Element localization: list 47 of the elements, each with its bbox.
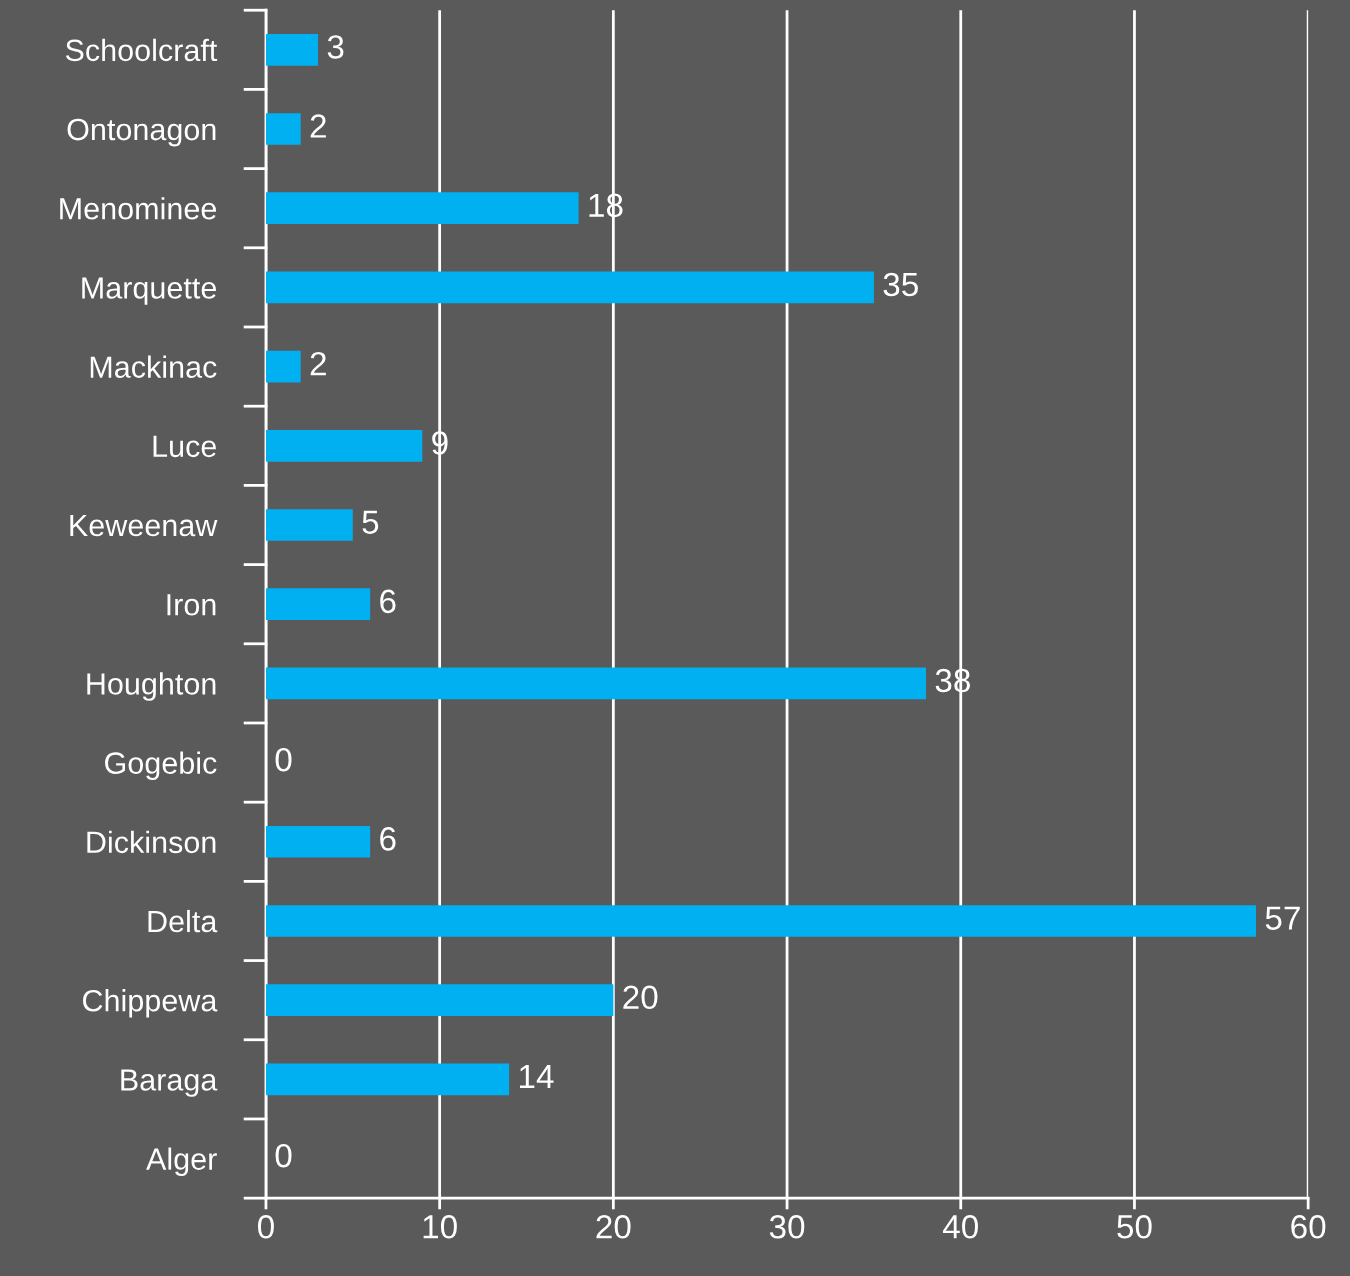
y-tick-label: Keweenaw bbox=[70, 515, 218, 537]
bar bbox=[265, 667, 927, 700]
bar bbox=[265, 271, 874, 304]
data-label: 2 bbox=[310, 114, 326, 138]
data-label: 35 bbox=[883, 272, 918, 297]
x-tick-label: 0 bbox=[257, 1215, 274, 1239]
data-label: 3 bbox=[327, 35, 344, 59]
bar bbox=[265, 33, 319, 66]
data-label: 57 bbox=[1265, 906, 1300, 930]
bar bbox=[265, 905, 1257, 937]
y-tick-label: Baraga bbox=[121, 1069, 218, 1097]
data-label: 6 bbox=[380, 589, 396, 614]
bar bbox=[265, 588, 371, 621]
data-label: 20 bbox=[623, 985, 658, 1010]
x-tick-label: 10 bbox=[423, 1215, 457, 1239]
y-tick-label: Gogebic bbox=[105, 751, 217, 780]
y-tick-label: Houghton bbox=[87, 672, 216, 701]
y-tick-label: Luce bbox=[153, 435, 216, 458]
bar bbox=[265, 429, 423, 462]
x-tick-label: 40 bbox=[942, 1215, 978, 1239]
data-label: 6 bbox=[380, 827, 396, 851]
y-tick-label: Menominee bbox=[60, 197, 216, 220]
x-tick-label: 50 bbox=[1117, 1215, 1152, 1239]
x-tick-label: 60 bbox=[1291, 1215, 1326, 1239]
data-label: 0 bbox=[275, 747, 292, 772]
y-tick-label: Chippewa bbox=[83, 989, 218, 1018]
x-tick-label: 20 bbox=[596, 1215, 631, 1239]
data-label: 5 bbox=[362, 510, 379, 534]
bar bbox=[265, 1063, 510, 1096]
bar bbox=[265, 192, 579, 225]
y-tick-label: Dickinson bbox=[87, 830, 216, 854]
y-tick-label: Schoolcraft bbox=[65, 38, 218, 62]
bar bbox=[265, 350, 301, 383]
y-tick-label: Ontonagon bbox=[67, 118, 216, 147]
bar bbox=[265, 509, 353, 541]
bar bbox=[265, 113, 301, 145]
data-label: 2 bbox=[310, 351, 326, 376]
y-tick-label: Alger bbox=[146, 1147, 217, 1176]
x-tick-label: 30 bbox=[769, 1215, 805, 1239]
data-label: 14 bbox=[520, 1065, 554, 1088]
bar bbox=[265, 825, 371, 858]
bar bbox=[265, 984, 614, 1017]
y-tick-label: Mackinac bbox=[90, 355, 217, 378]
y-tick-label: Delta bbox=[148, 909, 218, 933]
data-label: 0 bbox=[275, 1143, 292, 1168]
y-tick-label: Marquette bbox=[82, 277, 216, 305]
y-tick-label: Iron bbox=[167, 594, 216, 616]
